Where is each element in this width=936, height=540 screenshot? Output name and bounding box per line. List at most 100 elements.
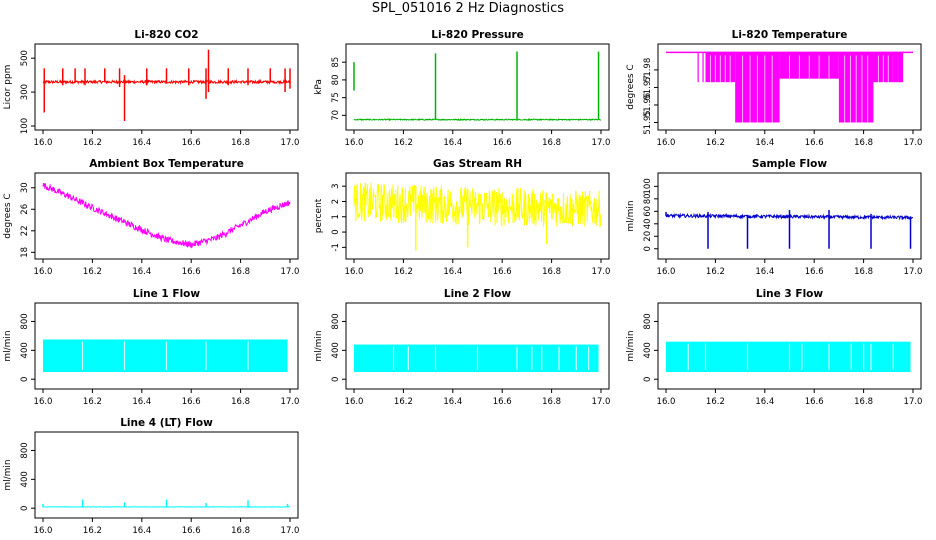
x-tick-label: 16.0 bbox=[657, 138, 676, 148]
x-tick-label: 16.2 bbox=[394, 267, 413, 277]
data-layer bbox=[353, 51, 602, 122]
x-tick-label: 16.6 bbox=[182, 138, 201, 148]
x-tick-label: 17.0 bbox=[592, 138, 611, 148]
y-tick-label: 400 bbox=[20, 342, 30, 358]
x-tick-label: 16.0 bbox=[345, 267, 364, 277]
chart-panel: Line 2 Flow ml/min 16.0 16.2 16.4 16.6 16.8 17.… bbox=[314, 288, 610, 407]
y-tick-label: -1 bbox=[331, 243, 341, 251]
x-tick-label: 16.4 bbox=[132, 267, 151, 277]
chart-title: Line 2 Flow bbox=[444, 288, 511, 300]
y-tick-label: 800 bbox=[20, 442, 30, 458]
y-tick-label: 0 bbox=[20, 377, 30, 382]
chart-title: Ambient Box Temperature bbox=[89, 158, 244, 170]
data-layer bbox=[42, 499, 290, 508]
y-axis-label: Licor ppm bbox=[3, 65, 13, 110]
y-tick-label: 300 bbox=[20, 84, 30, 100]
y-tick-label: 3 bbox=[331, 183, 341, 188]
plot-frame bbox=[34, 172, 299, 260]
x-tick-label: 16.6 bbox=[182, 267, 201, 277]
x-tick-label: 16.2 bbox=[83, 138, 102, 148]
x-tick-label: 17.0 bbox=[281, 397, 300, 407]
x-tick-label: 16.2 bbox=[706, 138, 725, 148]
y-axis-label: percent bbox=[314, 198, 324, 233]
y-axis-label: ml/min bbox=[3, 330, 13, 361]
y-tick-label: 400 bbox=[20, 471, 30, 487]
x-tick-label: 17.0 bbox=[592, 397, 611, 407]
x-tick-label: 16.4 bbox=[132, 526, 151, 536]
x-tick-label: 16.4 bbox=[755, 138, 774, 148]
y-tick-label: 0 bbox=[20, 506, 30, 511]
data-layer bbox=[42, 183, 291, 249]
y-tick-label: 85 bbox=[331, 57, 341, 68]
x-tick-label: 16.4 bbox=[443, 267, 462, 277]
y-tick-label: 30 bbox=[20, 182, 30, 193]
x-tick-label: 17.0 bbox=[281, 267, 300, 277]
y-tick-label: 400 bbox=[643, 342, 653, 358]
data-layer bbox=[354, 344, 599, 372]
chart-title: Li-820 Pressure bbox=[431, 29, 524, 41]
y-axis-label: degrees C bbox=[626, 64, 636, 109]
chart-title: Gas Stream RH bbox=[433, 158, 522, 170]
data-layer bbox=[353, 182, 602, 251]
y-axis-label: ml/min bbox=[626, 200, 636, 231]
y-tick-label: 0 bbox=[331, 377, 341, 382]
x-tick-label: 16.8 bbox=[231, 138, 250, 148]
y-tick-label: 800 bbox=[643, 313, 653, 329]
x-tick-label: 17.0 bbox=[904, 267, 923, 277]
x-tick-label: 17.0 bbox=[281, 526, 300, 536]
y-axis-label: degrees C bbox=[3, 193, 13, 238]
x-tick-label: 16.2 bbox=[706, 397, 725, 407]
x-tick-label: 16.8 bbox=[542, 397, 561, 407]
y-tick-label: 1 bbox=[331, 214, 341, 219]
y-tick-label: 40 bbox=[643, 218, 653, 229]
x-tick-label: 16.6 bbox=[493, 267, 512, 277]
x-tick-label: 16.2 bbox=[83, 526, 102, 536]
data-series-line bbox=[353, 182, 602, 228]
plot-frame bbox=[657, 302, 922, 390]
x-tick-label: 17.0 bbox=[904, 397, 923, 407]
data-band bbox=[666, 341, 911, 372]
x-tick-label: 16.8 bbox=[231, 397, 250, 407]
y-tick-label: 60 bbox=[643, 206, 653, 217]
plot-frame bbox=[657, 172, 922, 260]
chart-panel: Line 4 (LT) Flow ml/min 16.0 16.2 16.4 16.6 16… bbox=[3, 417, 299, 536]
plot-frame bbox=[34, 431, 299, 519]
y-axis-label: ml/min bbox=[314, 330, 324, 361]
y-tick-label: 51.96 bbox=[643, 93, 653, 117]
x-tick-label: 16.6 bbox=[182, 526, 201, 536]
chart-panel: Gas Stream RH percent 16.0 16.2 16.4 16.6 16.8… bbox=[314, 158, 610, 277]
y-tick-label: 2 bbox=[331, 199, 341, 204]
x-tick-label: 16.8 bbox=[854, 138, 873, 148]
x-tick-label: 16.2 bbox=[394, 138, 413, 148]
x-tick-label: 16.8 bbox=[854, 397, 873, 407]
y-axis-label: ml/min bbox=[626, 330, 636, 361]
plot-frame bbox=[34, 43, 299, 131]
data-layer bbox=[42, 49, 291, 121]
x-tick-label: 16.2 bbox=[83, 267, 102, 277]
y-tick-label: 22 bbox=[20, 225, 30, 236]
figure-title: SPL_051016 2 Hz Diagnostics bbox=[371, 1, 565, 16]
chart-panel: Sample Flow ml/min 16.0 16.2 16.4 16.6 16.8 17.… bbox=[626, 158, 922, 277]
x-tick-label: 16.4 bbox=[755, 397, 774, 407]
x-tick-label: 16.4 bbox=[132, 138, 151, 148]
x-tick-label: 16.6 bbox=[805, 267, 824, 277]
plot-frame bbox=[345, 302, 610, 390]
data-series-line bbox=[353, 117, 602, 122]
chart-panel: Ambient Box Temperature degrees C 16.0 16.2… bbox=[3, 158, 299, 277]
y-tick-label: 51.95 bbox=[643, 110, 653, 134]
x-tick-label: 16.4 bbox=[132, 397, 151, 407]
x-tick-label: 17.0 bbox=[281, 138, 300, 148]
x-tick-label: 16.4 bbox=[443, 138, 462, 148]
y-tick-label: 500 bbox=[20, 50, 30, 66]
y-tick-label: 0 bbox=[643, 246, 653, 251]
x-tick-label: 16.0 bbox=[34, 138, 53, 148]
chart-title: Line 4 (LT) Flow bbox=[120, 417, 213, 429]
x-tick-label: 16.2 bbox=[394, 397, 413, 407]
x-tick-label: 16.0 bbox=[34, 397, 53, 407]
y-tick-label: 100 bbox=[20, 118, 30, 134]
x-tick-label: 16.0 bbox=[345, 138, 364, 148]
x-tick-label: 16.0 bbox=[34, 267, 53, 277]
chart-panel: Li-820 CO2 Licor ppm 16.0 16.2 16.4 16.6 16.8 1… bbox=[3, 29, 299, 148]
x-tick-label: 16.6 bbox=[805, 397, 824, 407]
